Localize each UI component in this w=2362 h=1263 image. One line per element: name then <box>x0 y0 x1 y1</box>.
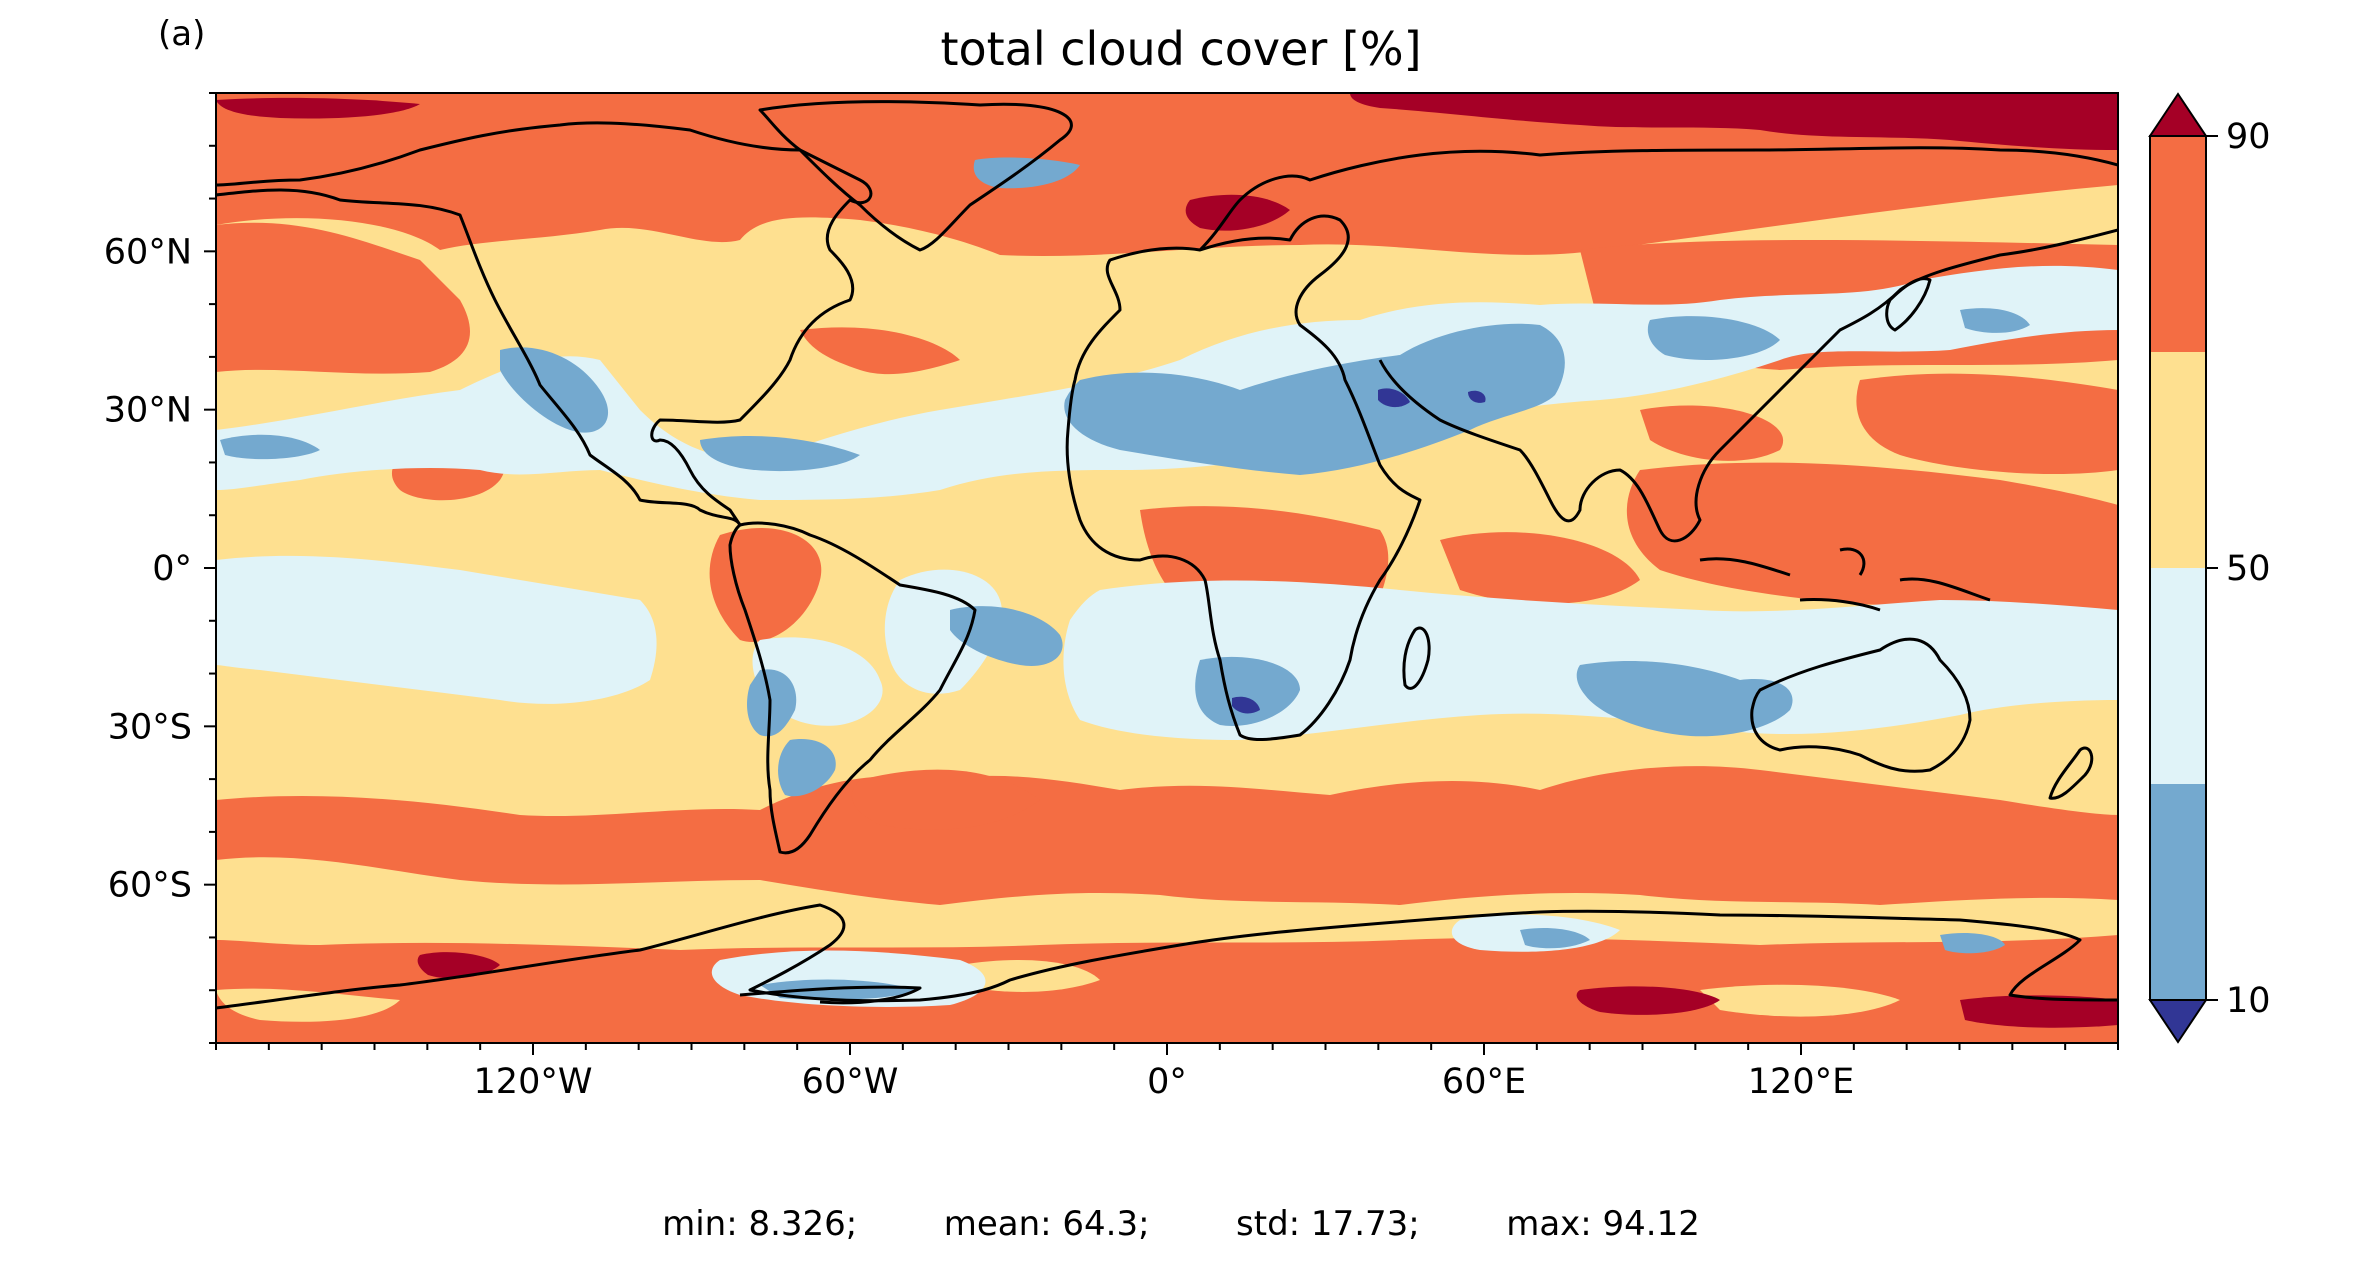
coastlines <box>216 100 2118 1010</box>
colorbar-segment <box>2150 136 2206 352</box>
antarctica-coast <box>216 903 2118 1010</box>
x-tick-label: 60°W <box>802 1062 899 1102</box>
colorbar-under-extension <box>2148 999 2208 1044</box>
y-tick-label: 30°N <box>104 391 192 431</box>
x-tick-label: 0° <box>1147 1062 1187 1102</box>
over-range-regions <box>216 93 2118 1028</box>
antarctic-peninsula <box>739 985 922 1005</box>
colorbar-tick-label: 10 <box>2226 981 2271 1021</box>
indonesia-coast <box>1699 547 1991 612</box>
under-range-regions <box>1232 388 1486 714</box>
low-cloud-regions <box>220 157 2030 1000</box>
colorbar-segment <box>2150 784 2206 1000</box>
colorbar-segment <box>2150 352 2206 568</box>
x-tick-label: 120°E <box>1748 1062 1854 1102</box>
y-tick-label: 30°S <box>108 707 192 747</box>
stats-line: min: 8.326; mean: 64.3; std: 17.73; max:… <box>0 1204 2362 1244</box>
colorbar-tick-label: 50 <box>2226 549 2271 589</box>
x-tick-label: 60°E <box>1442 1062 1526 1102</box>
colorbar: 90 50 10 <box>2148 92 2271 1044</box>
cloud-cover-field <box>216 93 2118 1043</box>
stat-std: std: 17.73; <box>1236 1204 1420 1244</box>
y-axis: 60°N 30°N 0° 30°S 60°S <box>104 92 216 1044</box>
colorbar-segment <box>2150 568 2206 784</box>
colorbar-over-extension <box>2148 92 2208 137</box>
madagascar-coast <box>1402 626 1431 690</box>
australia-coast <box>1750 637 1972 773</box>
colorbar-tick-label: 90 <box>2226 117 2271 157</box>
stat-max: max: 94.12 <box>1506 1204 1700 1244</box>
panel-label: (a) <box>158 14 206 54</box>
north-america-coast <box>216 121 873 527</box>
y-tick-label: 0° <box>152 549 192 589</box>
y-tick-label: 60°S <box>108 866 192 906</box>
new-zealand-coast <box>2048 746 2094 800</box>
x-axis: 120°W 60°W 0° 60°E 120°E <box>215 1043 2119 1102</box>
africa-europe-coast <box>1065 214 1422 741</box>
japan-coast <box>1885 277 1932 332</box>
south-america-coast <box>728 521 977 855</box>
stat-min: min: 8.326; <box>662 1204 858 1244</box>
greenland-coast <box>758 100 1073 252</box>
stat-mean: mean: 64.3; <box>943 1204 1150 1244</box>
x-tick-label: 120°W <box>474 1062 593 1102</box>
y-tick-label: 60°N <box>104 232 192 272</box>
map-title: total cloud cover [%] <box>940 22 1422 76</box>
